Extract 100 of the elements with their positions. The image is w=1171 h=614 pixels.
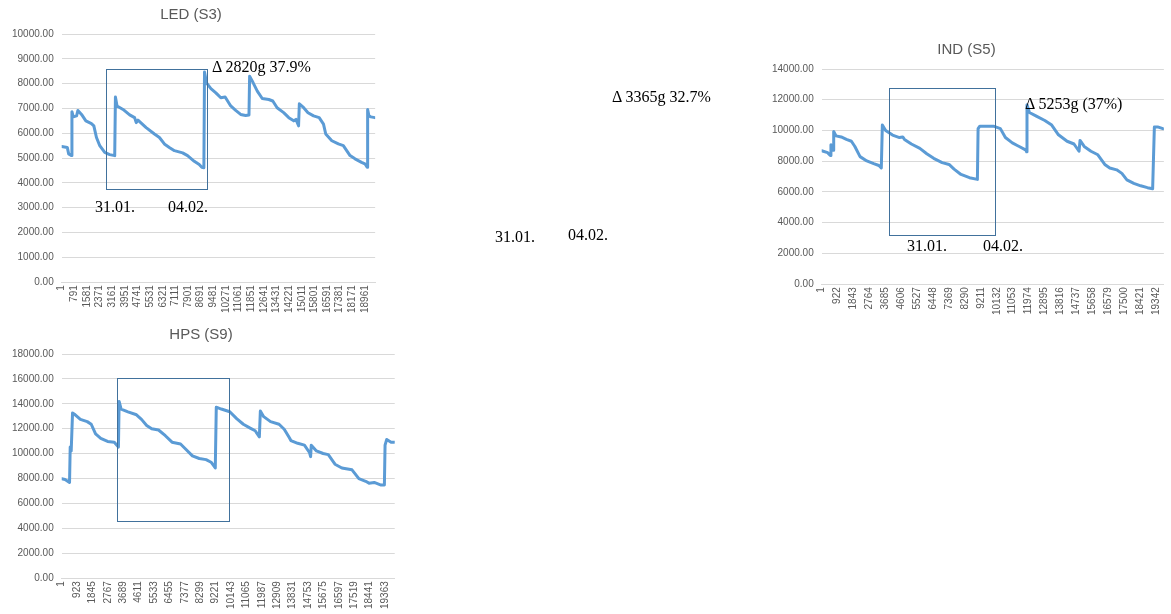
x-tick-label: 4606 [895,286,907,310]
text: 04.02. [568,226,608,244]
x-tick-label: 8691 [194,284,206,308]
x-tick-label: 5531 [143,284,155,308]
x-tick-label: 4741 [131,284,143,308]
x-tick-label: 1581 [80,284,92,308]
x-tick-label: 1843 [847,286,859,310]
x-tick-label: 9211 [974,286,986,309]
annotation: Δ 2820g 37.9% [212,58,311,76]
annotation: 04.02. [168,198,208,216]
y-tick-label: 4000.00 [777,216,815,228]
y-tick-label: 12000.00 [771,93,815,105]
x-tick-label: 923 [70,580,82,598]
y-tick-label: 8000.00 [17,77,55,89]
y-tick-label: 14000.00 [771,62,815,74]
y-tick-label: 2000.00 [777,247,815,259]
x-tick-label: 13831 [286,580,298,609]
y-tick-label: 0.00 [794,277,815,289]
x-tick-label: 14737 [1070,286,1082,315]
annotation: 31.01. [907,237,947,255]
y-tick-label: 8000.00 [777,154,815,166]
x-tick-label: 1845 [86,580,98,604]
y-tick-label: 4000.00 [17,522,55,534]
text: 31.01. [495,228,535,246]
x-tick-label: 10271 [219,284,231,313]
y-tick-label: 10000.00 [11,447,55,459]
y-tick-label: 8000.00 [17,472,55,484]
x-tick-label: 4611 [132,580,144,603]
x-tick-label: 11061 [232,284,244,313]
x-tick-label: 16597 [332,580,344,609]
x-tick-label: 10143 [224,580,236,609]
x-tick-label: 922 [831,286,843,304]
x-tick-label: 15801 [308,284,320,313]
x-tick-label: 18171 [346,284,358,313]
x-tick-label: 14753 [301,580,313,609]
y-tick-label: 0.00 [34,275,55,287]
y-tick-label: 18000.00 [11,347,55,359]
x-tick-label: 3161 [106,284,117,308]
x-tick-label: 8299 [193,580,205,604]
x-tick-label: 15658 [1086,286,1098,315]
y-tick-label: 9000.00 [17,52,55,64]
x-tick-label: 9481 [207,284,219,308]
x-tick-label: 3685 [879,286,891,310]
x-tick-label: 17519 [347,580,359,609]
x-tick-label: 16579 [1101,286,1113,315]
x-tick-label: 19342 [1149,286,1161,315]
x-tick-label: 7377 [178,580,190,604]
x-tick-label: 9221 [209,580,221,604]
x-tick-label: 19363 [378,580,390,609]
x-tick-label: 18961 [358,284,370,313]
x-tick-label: 17381 [333,284,345,313]
x-tick-label: 14221 [282,284,294,313]
chart-title: LED (S3) [160,5,222,23]
annotation: 04.02. [983,237,1023,255]
text: Δ 3365g 32.7% [612,88,711,106]
x-tick-label: 7111 [169,284,181,306]
y-tick-label: 6000.00 [17,497,55,509]
x-tick-label: 13816 [1054,286,1066,315]
x-tick-label: 6455 [163,580,175,604]
x-tick-label: 2767 [101,580,113,604]
x-tick-label: 17500 [1117,286,1129,315]
x-tick-label: 11974 [1022,286,1034,315]
x-tick-label: 11987 [255,580,267,609]
y-tick-label: 2000.00 [17,226,55,238]
x-tick-label: 15675 [317,580,329,609]
x-tick-label: 7369 [942,286,954,310]
y-tick-label: 6000.00 [17,127,55,139]
y-tick-label: 14000.00 [11,397,55,409]
y-tick-label: 10000.00 [11,27,55,39]
x-tick-label: 12895 [1038,286,1050,315]
x-tick-label: 18441 [363,580,375,609]
x-tick-label: 10132 [990,286,1002,315]
x-tick-label: 1 [815,286,827,293]
x-tick-label: 5527 [910,286,922,310]
y-tick-label: 7000.00 [17,102,55,114]
y-tick-label: 2000.00 [17,547,55,559]
y-tick-label: 1000.00 [17,251,55,263]
y-tick-label: 10000.00 [771,124,815,136]
x-tick-label: 5533 [147,580,159,604]
annotation: Δ 5253g (37%) [1025,95,1123,113]
x-tick-label: 2371 [93,284,105,308]
x-tick-label: 11053 [1006,286,1018,315]
x-tick-label: 11065 [240,580,252,609]
y-tick-label: 16000.00 [11,372,55,384]
annotation: 31.01. [95,198,135,216]
x-tick-label: 6321 [156,284,168,308]
x-tick-label: 18421 [1133,286,1145,315]
x-tick-label: 7901 [181,284,193,308]
x-tick-label: 3951 [118,284,130,308]
x-tick-label: 16591 [320,284,332,313]
x-tick-label: 12909 [270,580,282,609]
y-tick-label: 6000.00 [777,185,815,197]
x-tick-label: 8290 [958,286,970,310]
y-tick-label: 0.00 [34,571,55,583]
x-tick-label: 1 [55,284,67,291]
chart-title: IND (S5) [937,40,996,58]
x-tick-label: 6448 [926,286,938,310]
x-tick-label: 15011 [295,284,307,313]
x-tick-label: 13431 [270,284,282,313]
x-tick-label: 3689 [117,580,129,604]
